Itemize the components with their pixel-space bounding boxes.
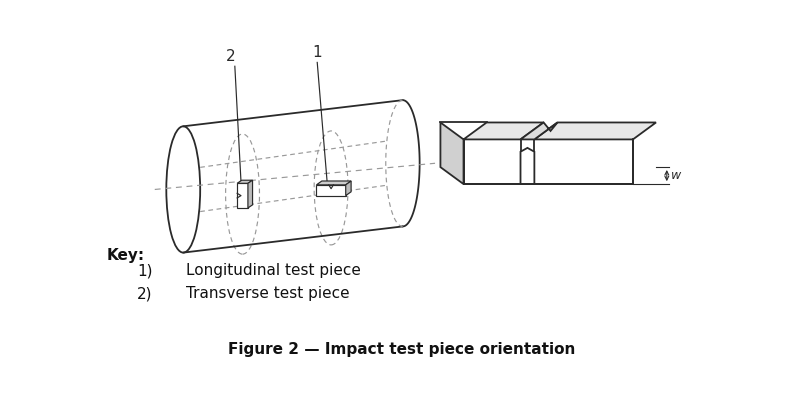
Polygon shape	[463, 122, 543, 139]
Polygon shape	[248, 180, 253, 208]
Polygon shape	[316, 181, 351, 185]
Polygon shape	[463, 139, 520, 184]
Text: Key:: Key:	[106, 248, 144, 263]
Text: w: w	[671, 169, 681, 182]
Text: Transverse test piece: Transverse test piece	[186, 286, 350, 302]
Polygon shape	[345, 181, 351, 196]
Text: 1: 1	[312, 45, 322, 60]
Polygon shape	[237, 180, 253, 183]
Text: Longitudinal test piece: Longitudinal test piece	[186, 263, 361, 278]
Text: 2: 2	[226, 49, 236, 64]
Text: Figure 2 — Impact test piece orientation: Figure 2 — Impact test piece orientation	[228, 342, 575, 357]
Polygon shape	[520, 122, 557, 139]
Polygon shape	[535, 122, 656, 139]
Polygon shape	[316, 185, 345, 196]
Polygon shape	[237, 183, 248, 208]
Text: 2): 2)	[137, 286, 152, 302]
Polygon shape	[535, 139, 633, 184]
Text: 1): 1)	[137, 263, 152, 278]
Polygon shape	[520, 148, 535, 184]
Polygon shape	[440, 122, 463, 184]
